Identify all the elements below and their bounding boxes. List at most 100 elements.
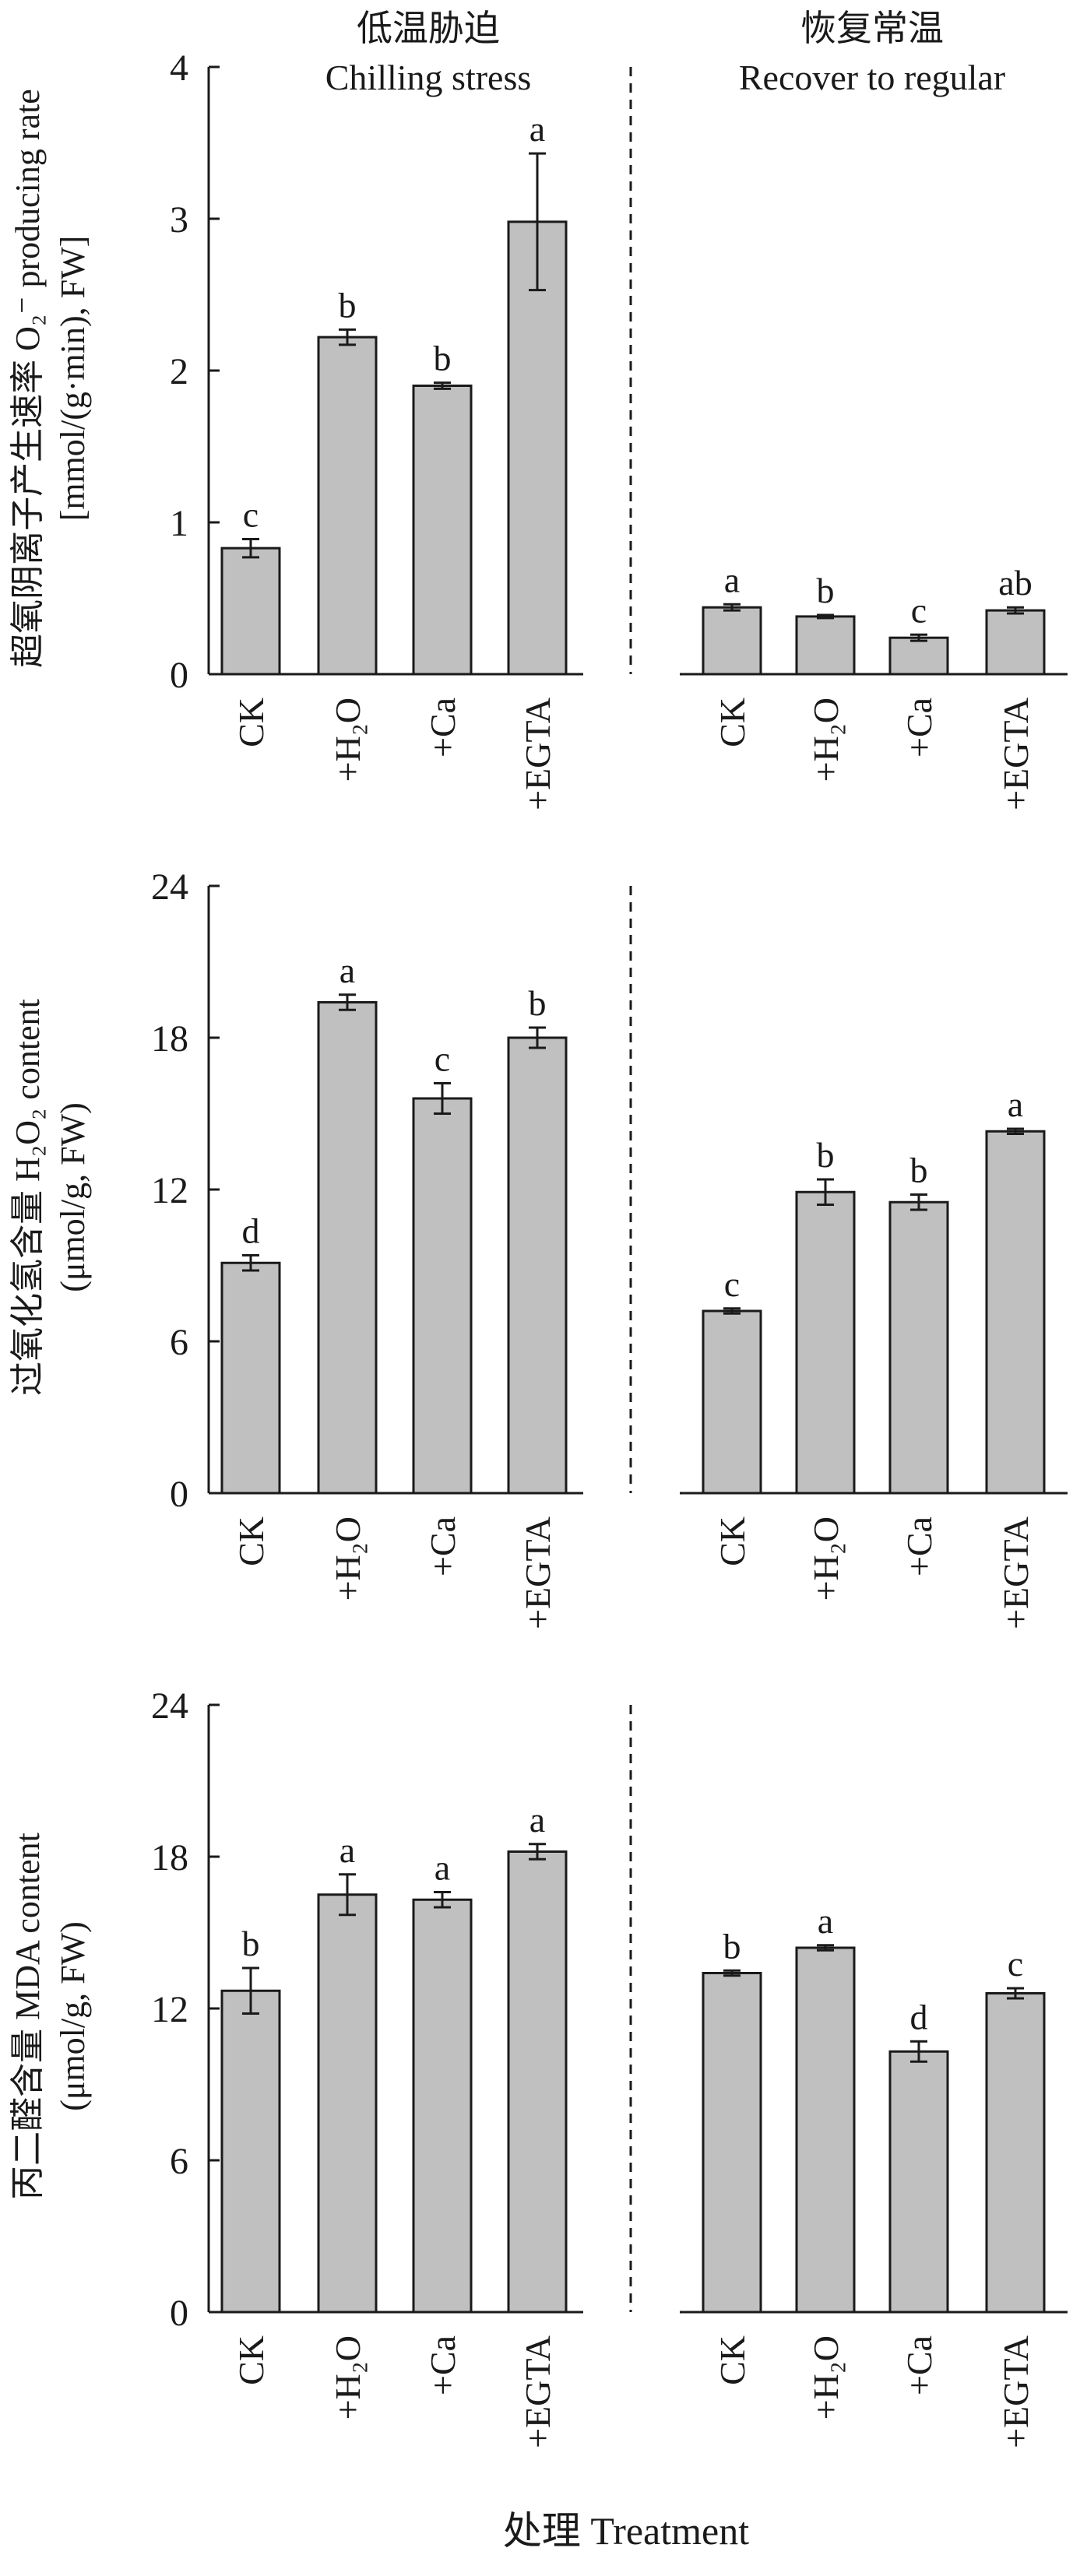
significance-letter: a bbox=[434, 1848, 450, 1888]
bar bbox=[220, 546, 281, 676]
y-axis-label-line-2: (μmol/g, FW) bbox=[54, 1102, 92, 1292]
x-tick-label: +EGTA bbox=[996, 1516, 1036, 1629]
x-tick-label: +H₂O bbox=[806, 698, 846, 782]
x-tick-label: +EGTA bbox=[518, 1516, 558, 1629]
significance-letter: b bbox=[817, 1135, 835, 1175]
x-tick-label: CK bbox=[231, 1516, 271, 1566]
y-tick-label: 3 bbox=[170, 199, 188, 241]
x-tick-label: CK bbox=[231, 698, 271, 747]
x-tick-label: +Ca bbox=[423, 2335, 463, 2395]
significance-letter: a bbox=[1008, 1084, 1023, 1124]
x-tick-label-group: +Ca bbox=[423, 1516, 463, 1576]
x-tick-label-group: +Ca bbox=[423, 698, 463, 757]
x-tick-label-group: CK bbox=[712, 2335, 752, 2385]
significance-letter: a bbox=[529, 109, 545, 149]
bar bbox=[507, 1036, 568, 1495]
bar bbox=[795, 1190, 856, 1495]
bar bbox=[412, 1898, 473, 2314]
header-right-cn: 恢复常温 bbox=[800, 9, 944, 48]
x-tick-label: +EGTA bbox=[518, 698, 558, 810]
x-tick-label-group: +H₂O bbox=[328, 1516, 368, 1601]
significance-letter: ab bbox=[998, 563, 1032, 603]
significance-letter: c bbox=[243, 494, 259, 534]
x-tick-label: CK bbox=[712, 1516, 752, 1566]
significance-letter: b bbox=[434, 339, 452, 378]
x-tick-label: +H₂O bbox=[806, 2335, 846, 2420]
significance-letter: c bbox=[724, 1264, 740, 1304]
x-tick-label-group: +H₂O bbox=[806, 1516, 846, 1601]
y-axis-label: 过氧化氢含量 H₂O₂ content (μmol/g, FW) bbox=[9, 999, 92, 1396]
x-tick-label-group: +Ca bbox=[423, 2335, 463, 2395]
y-tick-label: 24 bbox=[151, 866, 188, 908]
bar bbox=[985, 1130, 1046, 1495]
x-axis-label: 处理 Treatment bbox=[503, 2509, 749, 2553]
bar bbox=[795, 1946, 856, 2314]
x-tick-label-group: CK bbox=[712, 1516, 752, 1566]
bar bbox=[985, 609, 1046, 676]
x-tick-label: CK bbox=[712, 2335, 752, 2385]
y-tick-label: 1 bbox=[170, 503, 188, 544]
x-tick-label-group: +EGTA bbox=[996, 1516, 1036, 1629]
significance-letter: d bbox=[910, 1997, 928, 2037]
header-left-en: Chilling stress bbox=[325, 58, 532, 97]
significance-letter: c bbox=[1008, 1944, 1023, 1984]
chart-panel-2: 0 6 12 18 24 过氧化氢含量 H₂O₂ content (μmol/g, FW) d… bbox=[9, 866, 1068, 1629]
y-tick-label: 0 bbox=[170, 2293, 188, 2334]
y-tick-label: 18 bbox=[151, 1837, 188, 1878]
bar bbox=[507, 1850, 568, 2314]
x-tick-label: +Ca bbox=[899, 1516, 939, 1576]
x-tick-label: +H₂O bbox=[328, 698, 368, 782]
x-tick-label-group: +EGTA bbox=[518, 1516, 558, 1629]
significance-letter: b bbox=[242, 1924, 260, 1963]
y-axis-label-line-1: 过氧化氢含量 H₂O₂ content bbox=[9, 999, 47, 1396]
bar bbox=[702, 606, 762, 676]
bar bbox=[702, 1972, 762, 2314]
x-tick-label: +H₂O bbox=[806, 1516, 846, 1601]
x-tick-label-group: +H₂O bbox=[328, 698, 368, 782]
y-tick-label: 6 bbox=[170, 1322, 188, 1363]
x-tick-label: +EGTA bbox=[518, 2335, 558, 2448]
bar bbox=[317, 1001, 378, 1495]
y-axis-label-line-1: 超氧阴离子产生速率 O₂⁻ producing rate bbox=[9, 89, 47, 668]
bar bbox=[317, 1893, 378, 2314]
y-axis-label-line-1: 丙二醛含量 MDA content bbox=[9, 1833, 47, 2200]
y-axis-label-line-2: (μmol/g, FW) bbox=[54, 1921, 92, 2111]
significance-letter: a bbox=[529, 1800, 545, 1840]
bar bbox=[317, 336, 378, 676]
x-tick-label: +H₂O bbox=[328, 1516, 368, 1601]
y-tick-label: 0 bbox=[170, 1474, 188, 1515]
y-tick-label: 2 bbox=[170, 351, 188, 392]
y-axis-label: 丙二醛含量 MDA content (μmol/g, FW) bbox=[9, 1833, 92, 2200]
significance-letter: b bbox=[910, 1151, 928, 1190]
x-tick-label-group: CK bbox=[231, 2335, 271, 2385]
x-tick-label-group: +EGTA bbox=[518, 2335, 558, 2448]
bar bbox=[702, 1309, 762, 1495]
significance-letter: b bbox=[723, 1926, 741, 1966]
chart-panel-3: 0 6 12 18 24 丙二醛含量 MDA content (μmol/g, FW) b CK… bbox=[9, 1685, 1068, 2448]
y-tick-label: 6 bbox=[170, 2141, 188, 2182]
x-tick-label-group: +H₂O bbox=[806, 698, 846, 782]
bar bbox=[220, 1989, 281, 2314]
y-tick-label: 0 bbox=[170, 655, 188, 696]
x-tick-label-group: CK bbox=[231, 1516, 271, 1566]
header-left-cn: 低温胁迫 bbox=[357, 9, 500, 48]
x-tick-label-group: +H₂O bbox=[806, 2335, 846, 2420]
bar bbox=[795, 615, 856, 676]
y-tick-label: 4 bbox=[170, 47, 188, 89]
y-tick-label: 24 bbox=[151, 1685, 188, 1727]
bar bbox=[220, 1261, 281, 1495]
bar bbox=[888, 2050, 949, 2314]
y-axis-label: 超氧阴离子产生速率 O₂⁻ producing rate [mmol/(g·min… bbox=[9, 89, 92, 668]
x-tick-label: +Ca bbox=[423, 698, 463, 757]
significance-letter: a bbox=[724, 560, 740, 599]
x-tick-label-group: +EGTA bbox=[996, 698, 1036, 810]
y-tick-label: 12 bbox=[151, 1170, 188, 1211]
significance-letter: d bbox=[242, 1211, 260, 1251]
bar bbox=[888, 636, 949, 676]
x-tick-label: +Ca bbox=[423, 1516, 463, 1576]
y-tick-label: 12 bbox=[151, 1989, 188, 2030]
panel-headers: 低温胁迫 Chilling stress 恢复常温 Recover to reg… bbox=[325, 9, 1005, 97]
bar bbox=[985, 1992, 1046, 2314]
x-tick-label-group: +Ca bbox=[899, 2335, 939, 2395]
